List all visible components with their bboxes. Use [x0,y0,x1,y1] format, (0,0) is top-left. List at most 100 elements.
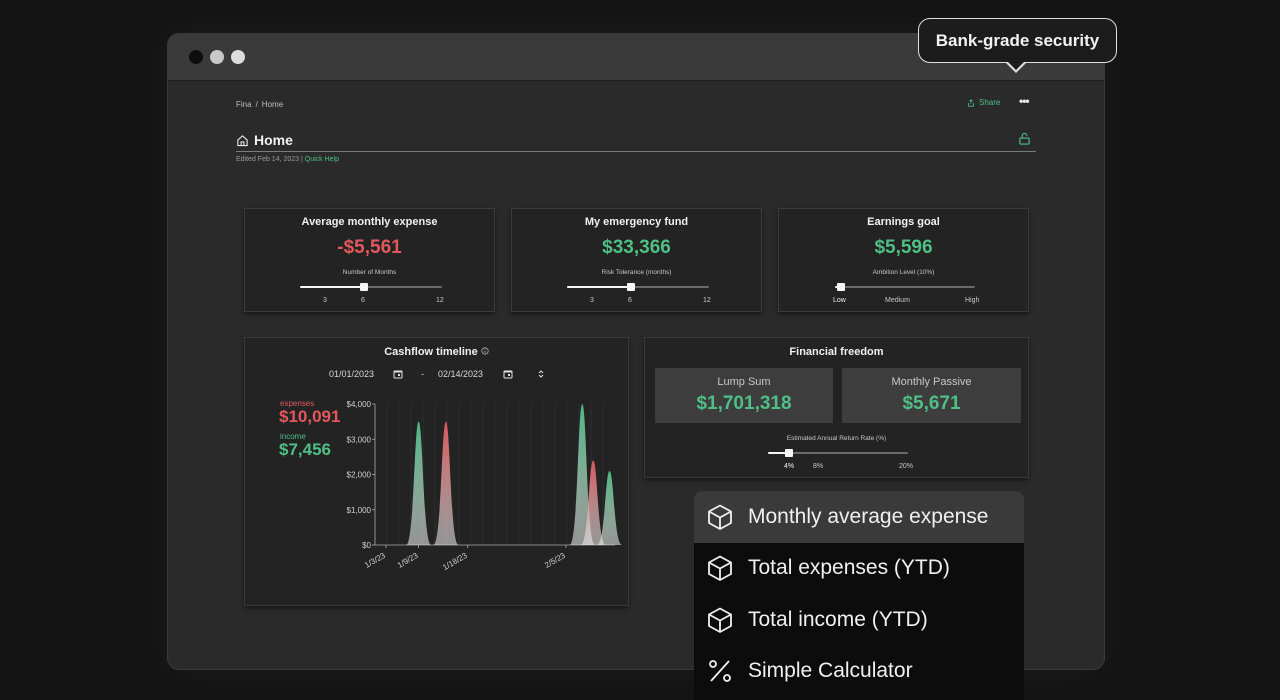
emergency-tick-max: 12 [703,297,711,304]
expense-card-title: Average monthly expense [301,216,438,228]
earnings-slider[interactable] [835,283,975,291]
cashflow-title: Cashflow timeline [245,346,628,358]
earnings-value: $5,596 [874,237,933,258]
return-rate-slider-fill [768,452,790,454]
cube-icon [706,554,734,582]
share-button[interactable]: Share [967,98,1000,107]
emergency-value: $33,366 [602,237,671,258]
page-title: Home [236,132,293,148]
return-rate-tick-20: 20% [899,463,914,470]
breadcrumb-separator: / [255,100,258,109]
menu-item-simple-calculator[interactable]: Simple Calculator [694,646,1024,698]
expenses-area [433,421,459,545]
expense-slider[interactable] [300,283,442,291]
emergency-card-title: My emergency fund [584,216,689,228]
calendar-icon[interactable] [503,369,513,379]
menu-item-monthly-average-expense[interactable]: Monthly average expense [694,491,1024,543]
menu-item-label: Simple Calculator [748,659,913,683]
expense-value: -$5,561 [337,237,402,258]
expense-tick-min: 3 [323,297,327,304]
edited-text: Edited Feb 14, 2023 | [236,156,303,163]
menu-item-label: Total income (YTD) [748,607,928,631]
expenses-legend-label: expenses [280,399,315,408]
income-area [597,470,623,545]
menu-item-total-expenses[interactable]: Total expenses (YTD) [694,543,1024,595]
lump-sum-box: Lump Sum $1,701,318 [655,368,833,423]
menu-item-total-income[interactable]: Total income (YTD) [694,594,1024,646]
cashflow-title-text: Cashflow timeline [384,346,478,358]
page-content: Fina / Home Share ••• Home Edited Feb 14, … [168,82,1104,669]
cube-icon [706,503,734,531]
x-tick-label: 1/9/23 [396,551,420,570]
menu-item-label: Monthly average expense [748,504,989,528]
unlock-icon[interactable] [1018,132,1031,145]
return-rate-tick-4: 4% [784,463,795,470]
sort-icon[interactable] [537,369,545,379]
info-icon[interactable] [481,347,489,355]
income-total: $7,456 [279,440,331,459]
monthly-passive-value: $5,671 [902,393,961,414]
quick-help-link[interactable]: Quick Help [304,156,339,163]
expense-tick-max: 12 [436,297,444,304]
calendar-icon[interactable] [393,369,403,379]
cashflow-card: Cashflow timeline 01/01/2023 - 02/14/202… [244,337,629,606]
minimize-window-button[interactable] [210,50,224,64]
return-rate-label: Estimated Annual Return Rate (%) [786,435,887,442]
tooltip-arrow-inner [1007,61,1025,70]
x-tick-label: 1/3/23 [363,551,387,570]
more-options-button[interactable]: ••• [1019,94,1030,108]
expense-tick-mid: 6 [361,297,365,304]
lump-sum-label: Lump Sum [717,376,771,388]
expense-slider-label: Number of Months [342,269,397,276]
breadcrumb-root[interactable]: Fina [236,100,252,109]
earnings-tick-low: Low [833,297,846,304]
income-legend-label: income [280,432,306,441]
freedom-title: Financial freedom [789,346,884,358]
share-label: Share [979,98,1001,107]
y-tick-label: $2,000 [347,471,372,480]
breadcrumb: Fina / Home [236,100,283,109]
start-date-input[interactable]: 01/01/2023 [329,369,375,379]
return-rate-tick-8: 8% [813,463,824,470]
emergency-slider-label: Risk Tolerance (months) [601,269,672,276]
app-window: Fina / Home Share ••• Home Edited Feb 14, … [167,33,1105,670]
earnings-tick-medium: Medium [885,297,910,304]
security-tooltip: Bank-grade security [918,18,1117,63]
cashflow-chart: $0 $1,000 $2,000 $3,000 $4,000 1/3/23 1/9/23 1/… [347,400,623,572]
home-icon [237,134,248,146]
expense-slider-fill [300,286,364,288]
emergency-slider[interactable] [567,283,709,291]
emergency-tick-min: 3 [590,297,594,304]
x-tick-label: 2/5/23 [543,551,567,570]
lump-sum-value: $1,701,318 [696,393,792,414]
y-tick-label: $3,000 [347,435,372,444]
close-window-button[interactable] [189,50,203,64]
emergency-slider-thumb[interactable] [627,283,635,291]
maximize-window-button[interactable] [231,50,245,64]
expenses-total: $10,091 [279,407,341,426]
emergency-tick-mid: 6 [628,297,632,304]
y-tick-label: $4,000 [347,400,372,409]
y-tick-label: $1,000 [347,506,372,515]
breadcrumb-current[interactable]: Home [261,100,284,109]
block-menu: Monthly average expense Total expenses (… [694,491,1024,700]
menu-item-label: Total expenses (YTD) [748,556,950,580]
earnings-slider-thumb[interactable] [837,283,845,291]
earnings-slider-label: Ambition Level (10%) [872,269,935,276]
return-rate-slider-thumb[interactable] [785,449,793,457]
return-rate-slider[interactable] [768,449,908,457]
y-tick-label: $0 [362,541,371,550]
financial-freedom-card: Financial freedom Lump Sum $1,701,318 Mo… [644,337,1029,478]
cube-icon [706,606,734,634]
earnings-goal-card: Earnings goal $5,596 Ambition Level (10%… [778,208,1029,312]
title-divider [236,151,1036,152]
percent-icon [706,657,734,685]
x-tick-label: 1/18/23 [441,551,469,572]
emergency-fund-card: My emergency fund $33,366 Risk Tolerance… [511,208,762,312]
edited-info: Edited Feb 14, 2023 | Quick Help [236,156,339,163]
expense-slider-thumb[interactable] [360,283,368,291]
date-separator: - [421,369,424,379]
emergency-slider-fill [567,286,631,288]
income-area [406,421,432,545]
end-date-input[interactable]: 02/14/2023 [438,369,484,379]
